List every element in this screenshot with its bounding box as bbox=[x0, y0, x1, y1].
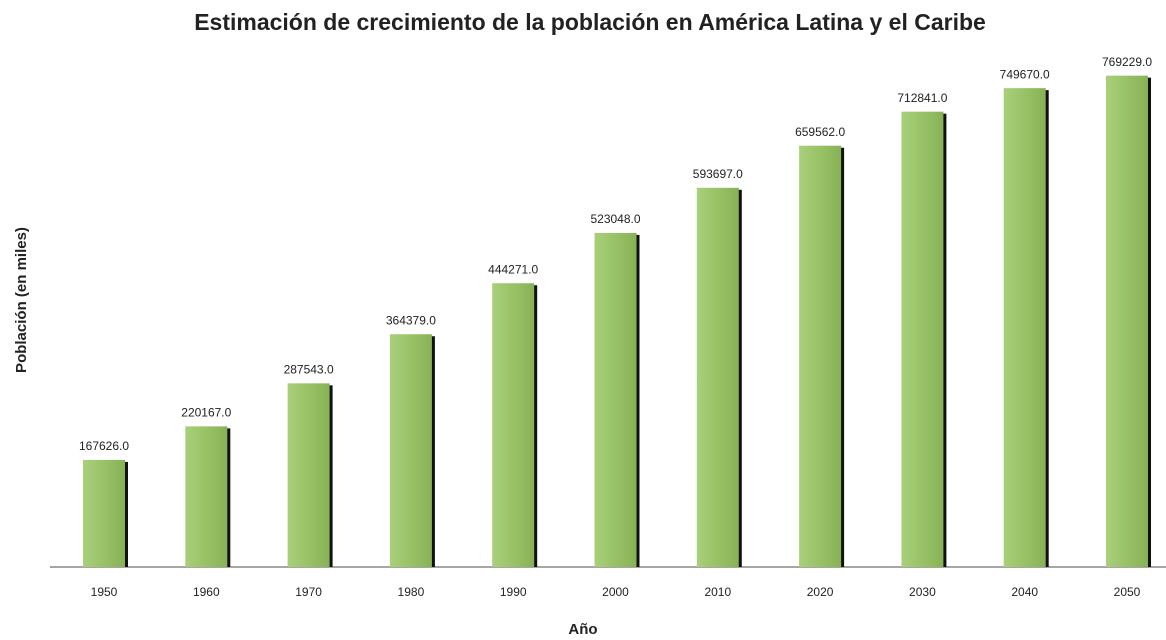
y-axis-label: Población (en miles) bbox=[13, 227, 30, 373]
x-tick-label: 1950 bbox=[91, 585, 118, 599]
data-label: 593697.0 bbox=[693, 167, 743, 181]
x-tick-label: 2050 bbox=[1114, 585, 1141, 599]
data-label: 769229.0 bbox=[1102, 55, 1152, 69]
data-label: 220167.0 bbox=[181, 406, 231, 420]
bar bbox=[696, 187, 739, 567]
data-label: 659562.0 bbox=[795, 125, 845, 139]
x-tick-label: 1990 bbox=[500, 585, 527, 599]
x-tick-label: 2030 bbox=[909, 585, 936, 599]
chart-title: Estimación de crecimiento de la població… bbox=[194, 9, 986, 35]
bar bbox=[185, 426, 228, 567]
bar bbox=[389, 334, 432, 567]
bar bbox=[901, 111, 944, 567]
bar bbox=[1106, 75, 1148, 568]
x-axis-label: Año bbox=[568, 621, 597, 638]
data-label: 749670.0 bbox=[1000, 67, 1050, 81]
x-tick-label: 2040 bbox=[1011, 585, 1038, 599]
data-label: 712841.0 bbox=[897, 91, 947, 105]
bar bbox=[492, 283, 535, 567]
x-tick-label: 1960 bbox=[193, 585, 220, 599]
bar bbox=[594, 232, 637, 568]
bar bbox=[83, 459, 125, 567]
data-label: 523048.0 bbox=[590, 212, 640, 226]
x-tick-label: 1970 bbox=[295, 585, 322, 599]
x-tick-label: 1980 bbox=[398, 585, 425, 599]
data-label: 444271.0 bbox=[488, 262, 538, 276]
data-label: 287543.0 bbox=[284, 363, 334, 377]
bar bbox=[1003, 88, 1046, 567]
x-tick-label: 2010 bbox=[704, 585, 731, 599]
x-tick-label: 2000 bbox=[602, 585, 629, 599]
bar bbox=[287, 383, 330, 567]
data-label: 364379.0 bbox=[386, 313, 436, 327]
x-tick-label: 2020 bbox=[807, 585, 834, 599]
data-label: 167626.0 bbox=[79, 439, 129, 453]
bar bbox=[799, 145, 842, 567]
